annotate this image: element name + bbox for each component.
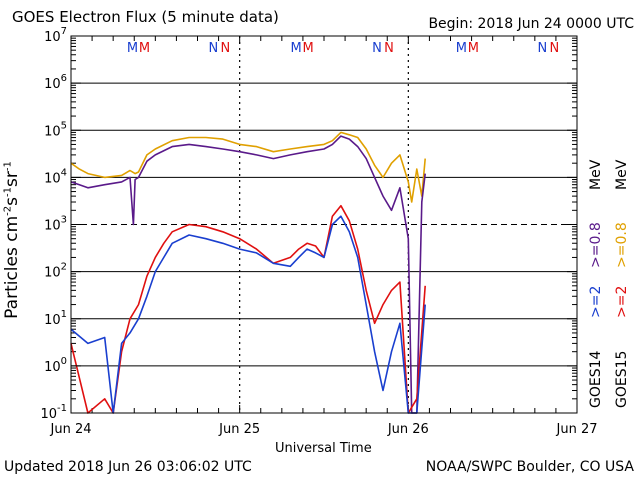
legend-mev-2: MeV bbox=[614, 159, 630, 190]
chart-title: GOES Electron Flux (5 minute data) bbox=[12, 8, 279, 26]
x-tick-label: Jun 26 bbox=[387, 422, 429, 437]
legend-g14-08mev: >=0.8 bbox=[588, 222, 604, 268]
event-marker: M bbox=[139, 41, 150, 56]
y-tick-label: 107 bbox=[44, 26, 67, 45]
event-marker: N bbox=[537, 41, 547, 56]
y-tick-labels: 10-1 100 101 102 103 104 105 106 107 bbox=[40, 26, 577, 422]
event-marker: N bbox=[549, 41, 559, 56]
y-tick-label: 100 bbox=[44, 356, 67, 375]
x-axis-label: Universal Time bbox=[275, 441, 372, 456]
legend-g15-08mev: >=0.8 bbox=[614, 222, 630, 268]
y-tick-label: 101 bbox=[44, 309, 67, 328]
event-marker: N bbox=[384, 41, 394, 56]
event-marker: M bbox=[468, 41, 479, 56]
series-lines bbox=[70, 131, 426, 414]
begin-time: Begin: 2018 Jun 24 0000 UTC bbox=[428, 16, 634, 32]
y-tick-label: 10-1 bbox=[40, 403, 67, 422]
event-marker: M bbox=[302, 41, 313, 56]
event-marker: N bbox=[209, 41, 219, 56]
x-tick-label: Jun 27 bbox=[556, 422, 598, 437]
legend-mev-1: MeV bbox=[588, 159, 604, 190]
event-marker: M bbox=[127, 41, 138, 56]
event-marker: N bbox=[372, 41, 382, 56]
event-marker: N bbox=[221, 41, 231, 56]
credit-text: NOAA/SWPC Boulder, CO USA bbox=[425, 459, 634, 475]
x-tick-labels: Jun 24 Jun 25 Jun 26 Jun 27 bbox=[50, 422, 598, 437]
updated-timestamp: Updated 2018 Jun 26 03:06:02 UTC bbox=[4, 459, 252, 475]
legend-g15-2mev: >=2 bbox=[614, 286, 630, 318]
series-line-1 bbox=[70, 135, 426, 414]
legend-g14-2mev: >=2 bbox=[588, 286, 604, 318]
legend: GOES14 GOES15 >=2 >=2 >=0.8 >=0.8 MeV MeV bbox=[588, 159, 630, 408]
event-marker: M bbox=[290, 41, 301, 56]
y-tick-label: 103 bbox=[44, 215, 67, 234]
y-tick-label: 104 bbox=[44, 167, 67, 186]
y-tick-label: 106 bbox=[44, 73, 67, 92]
series-line-0 bbox=[70, 131, 426, 203]
grid bbox=[70, 36, 578, 413]
y-tick-label: 105 bbox=[44, 120, 67, 139]
series-line-3 bbox=[70, 215, 426, 414]
legend-goes14: GOES14 bbox=[588, 350, 604, 408]
x-tick-label: Jun 24 bbox=[50, 422, 92, 437]
x-tick-label: Jun 25 bbox=[218, 422, 260, 437]
event-marker: M bbox=[456, 41, 467, 56]
series-line-2 bbox=[70, 204, 426, 414]
legend-goes15: GOES15 bbox=[614, 351, 630, 408]
y-tick-label: 102 bbox=[44, 262, 67, 281]
